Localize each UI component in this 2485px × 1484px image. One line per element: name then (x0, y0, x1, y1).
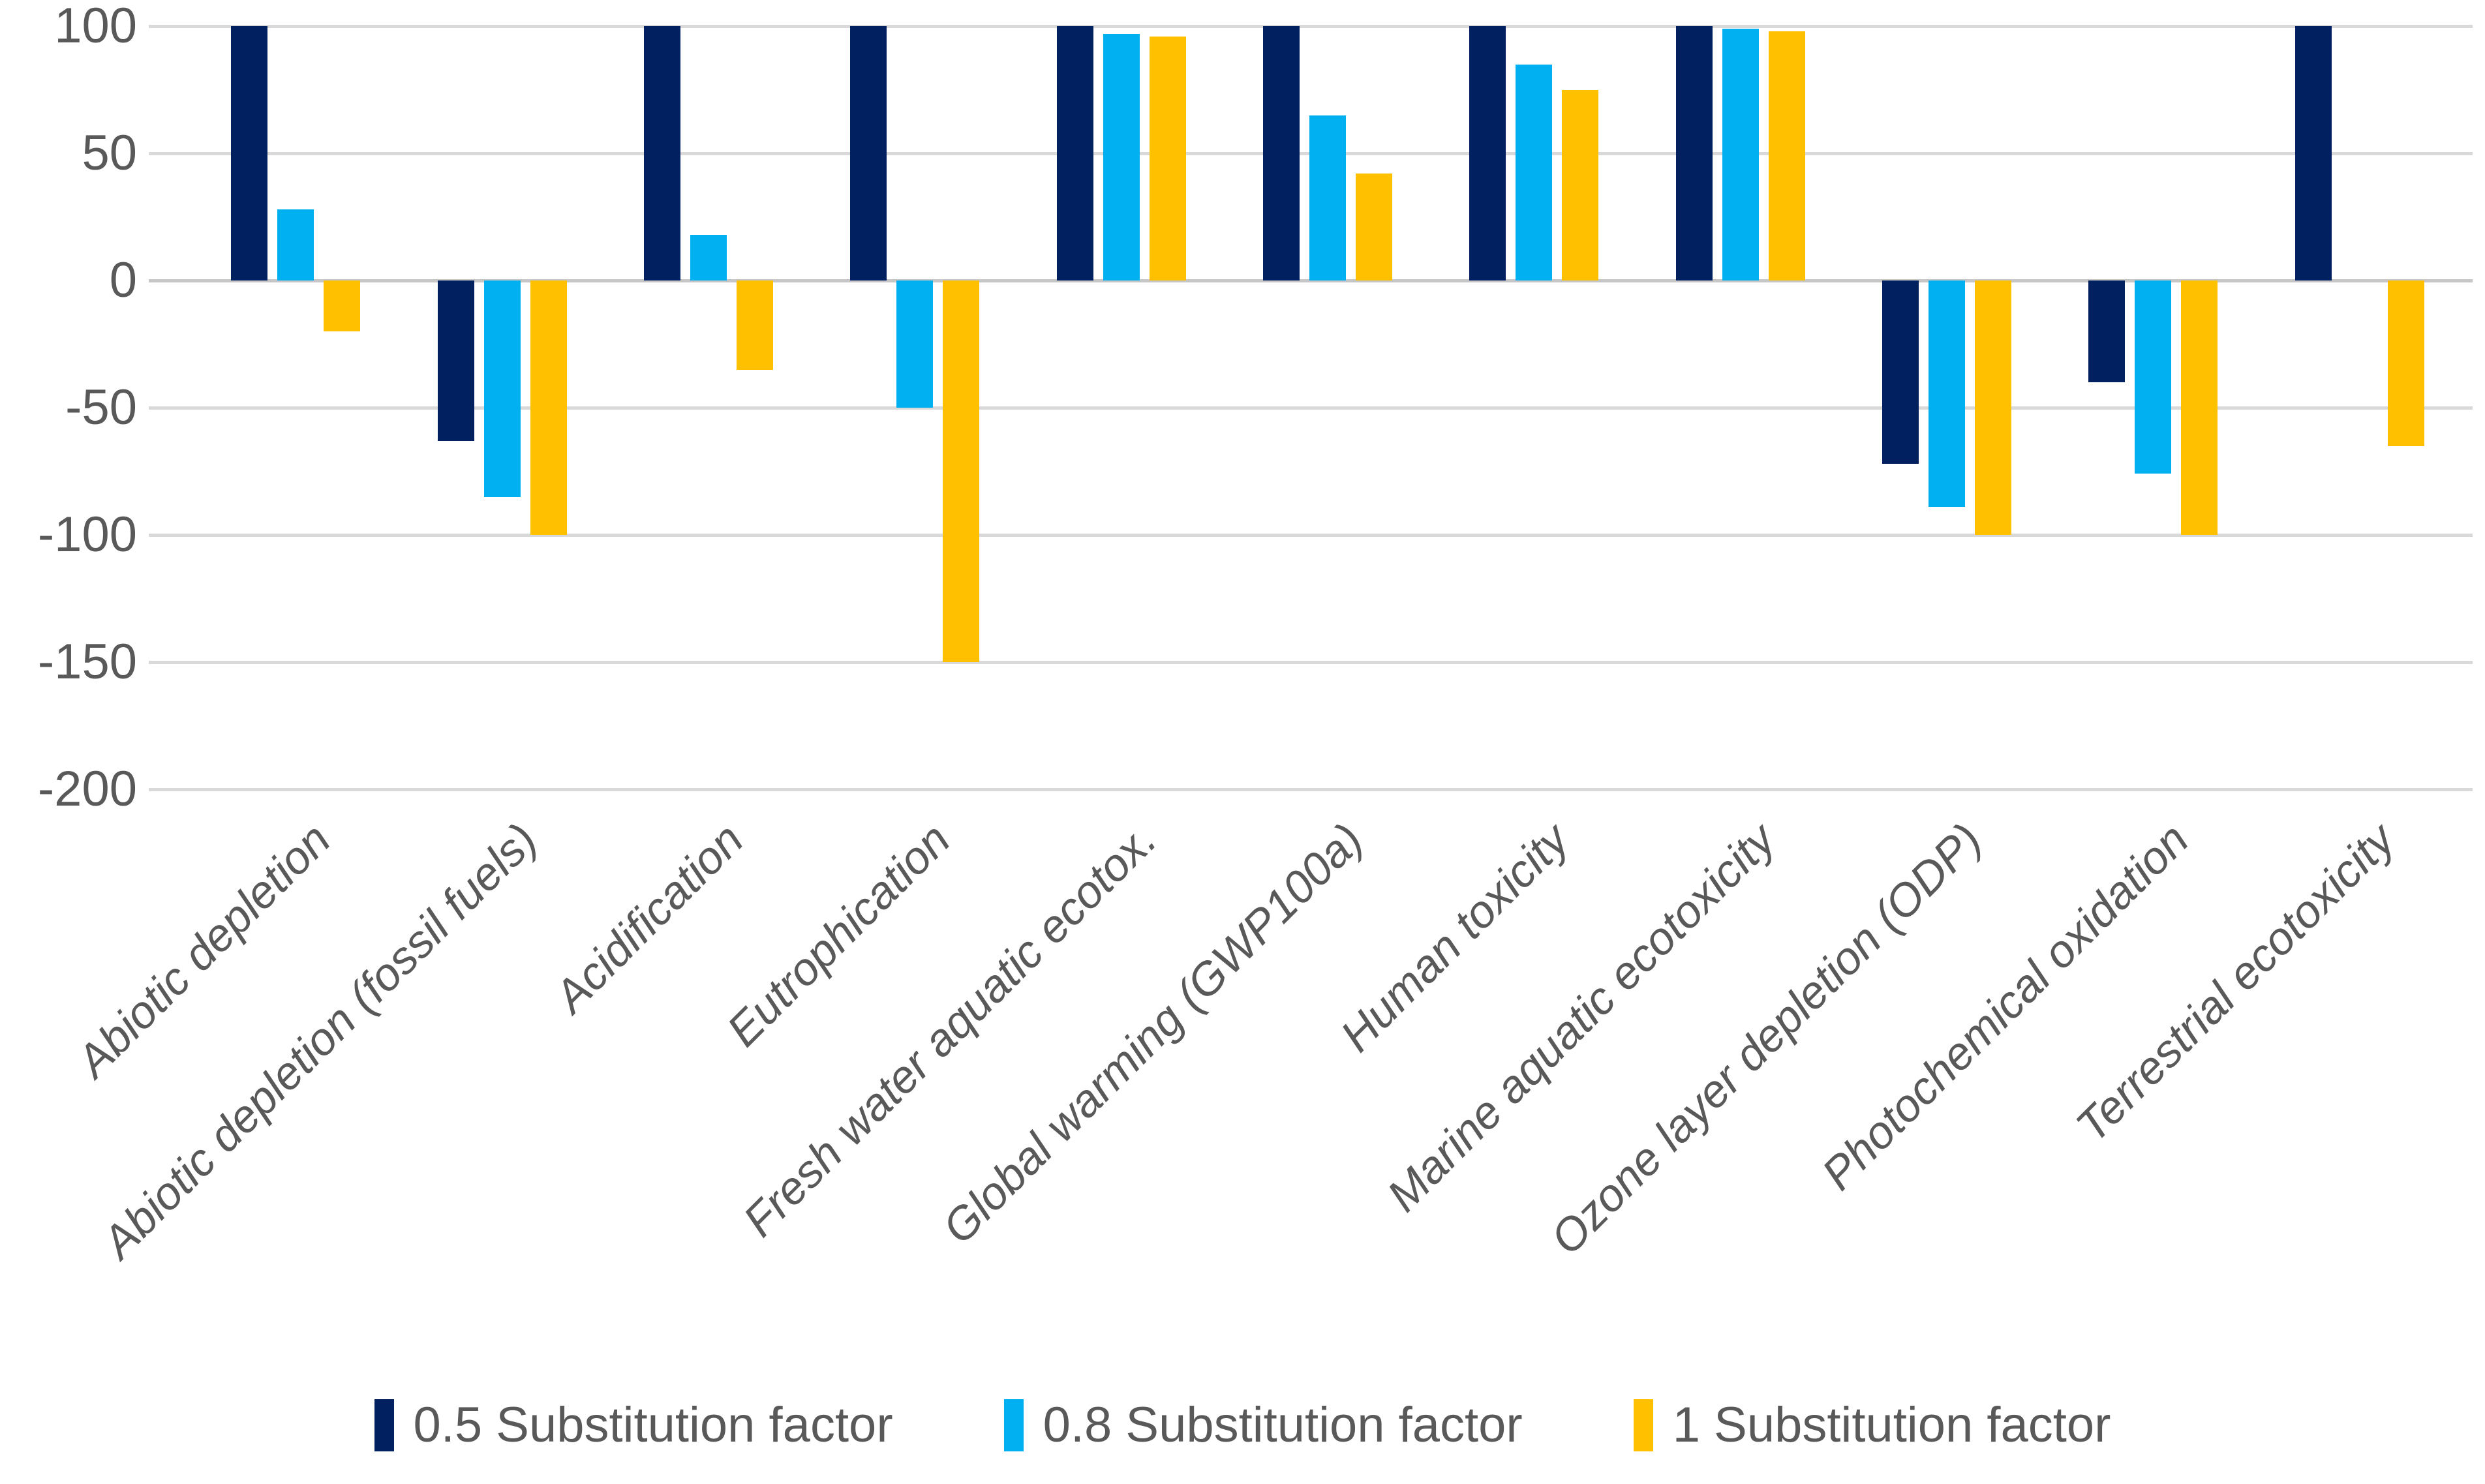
bar-series0-cat9 (2088, 280, 2126, 382)
y-axis-tick-label: 100 (54, 0, 137, 53)
bar-series1-cat3 (896, 280, 934, 408)
x-axis-category-label: Global warming (GWP100a) (932, 813, 1373, 1254)
x-axis-category-label: Acidification (545, 813, 754, 1022)
bar-series1-cat8 (1929, 280, 1966, 507)
x-axis-category-label: Marine aquatic ecotoxicity (1377, 813, 1786, 1221)
bar-series2-cat8 (1975, 280, 2012, 535)
zero-gridline (149, 279, 2473, 282)
bar-series0-cat3 (850, 26, 887, 280)
gridline (149, 661, 2473, 664)
bar-series2-cat2 (736, 280, 773, 370)
bar-series2-cat9 (2181, 280, 2218, 535)
x-axis-category-label: Fresh water aquatic ecotox. (733, 813, 1166, 1247)
bar-series1-cat6 (1516, 64, 1553, 280)
legend-label: 1 Substitution factor (1672, 1397, 2111, 1453)
legend-swatch-icon (1003, 1399, 1024, 1451)
bar-series0-cat1 (437, 280, 474, 441)
bar-series1-cat9 (2135, 280, 2172, 474)
bar-series1-cat0 (277, 209, 314, 280)
bar-series0-cat4 (1056, 26, 1093, 280)
gridline (149, 534, 2473, 537)
x-axis-category-label: Ozone layer depletion (ODP) (1540, 813, 1992, 1264)
gridline (149, 788, 2473, 791)
x-axis-category-label: Photochemical oxidation (1812, 813, 2198, 1200)
bar-series1-cat7 (1722, 28, 1759, 280)
bar-series1-cat2 (690, 234, 727, 280)
bar-series2-cat0 (324, 280, 361, 331)
bar-series2-cat7 (1768, 31, 1805, 280)
bar-series1-cat5 (1309, 115, 1346, 280)
y-axis-tick-label: -150 (37, 634, 137, 689)
y-axis-tick-label: -200 (37, 761, 137, 817)
x-axis-category-label: Abiotic depletion (fossil fuels) (92, 813, 547, 1268)
bar-series0-cat10 (2294, 26, 2332, 280)
bar-series2-cat3 (943, 280, 980, 662)
bar-series1-cat1 (483, 280, 521, 497)
legend-swatch-icon (374, 1399, 394, 1451)
legend-item: 0.8 Substitution factor (1003, 1397, 1523, 1453)
bar-series1-cat4 (1103, 33, 1140, 280)
bar-series0-cat2 (643, 26, 680, 280)
bar-series0-cat8 (1882, 280, 1919, 464)
legend-label: 0.5 Substitution factor (413, 1397, 893, 1453)
bar-series0-cat0 (231, 26, 268, 280)
y-axis-tick-label: 0 (109, 252, 137, 308)
y-axis-tick-label: 50 (82, 125, 137, 181)
y-axis-tick-label: -50 (65, 380, 137, 435)
bar-series0-cat5 (1263, 26, 1300, 280)
legend-item: 0.5 Substitution factor (374, 1399, 893, 1451)
legend: 0.5 Substitution factor 0.8 Substitution … (0, 1399, 2485, 1451)
legend-label: 0.8 Substitution factor (1043, 1397, 1523, 1453)
bar-series2-cat1 (530, 280, 567, 535)
gridline (149, 406, 2473, 410)
y-axis-tick-label: -100 (37, 507, 137, 562)
legend-swatch-icon (1633, 1399, 1653, 1451)
bar-series0-cat6 (1469, 26, 1506, 280)
bar-series2-cat5 (1356, 174, 1392, 280)
bar-series2-cat4 (1149, 36, 1186, 280)
legend-item: 1 Substitution factor (1633, 1397, 2111, 1453)
gridline (149, 25, 2473, 28)
bar-series2-cat10 (2387, 280, 2424, 446)
bar-series2-cat6 (1562, 89, 1599, 280)
bar-series0-cat7 (1675, 26, 1713, 280)
